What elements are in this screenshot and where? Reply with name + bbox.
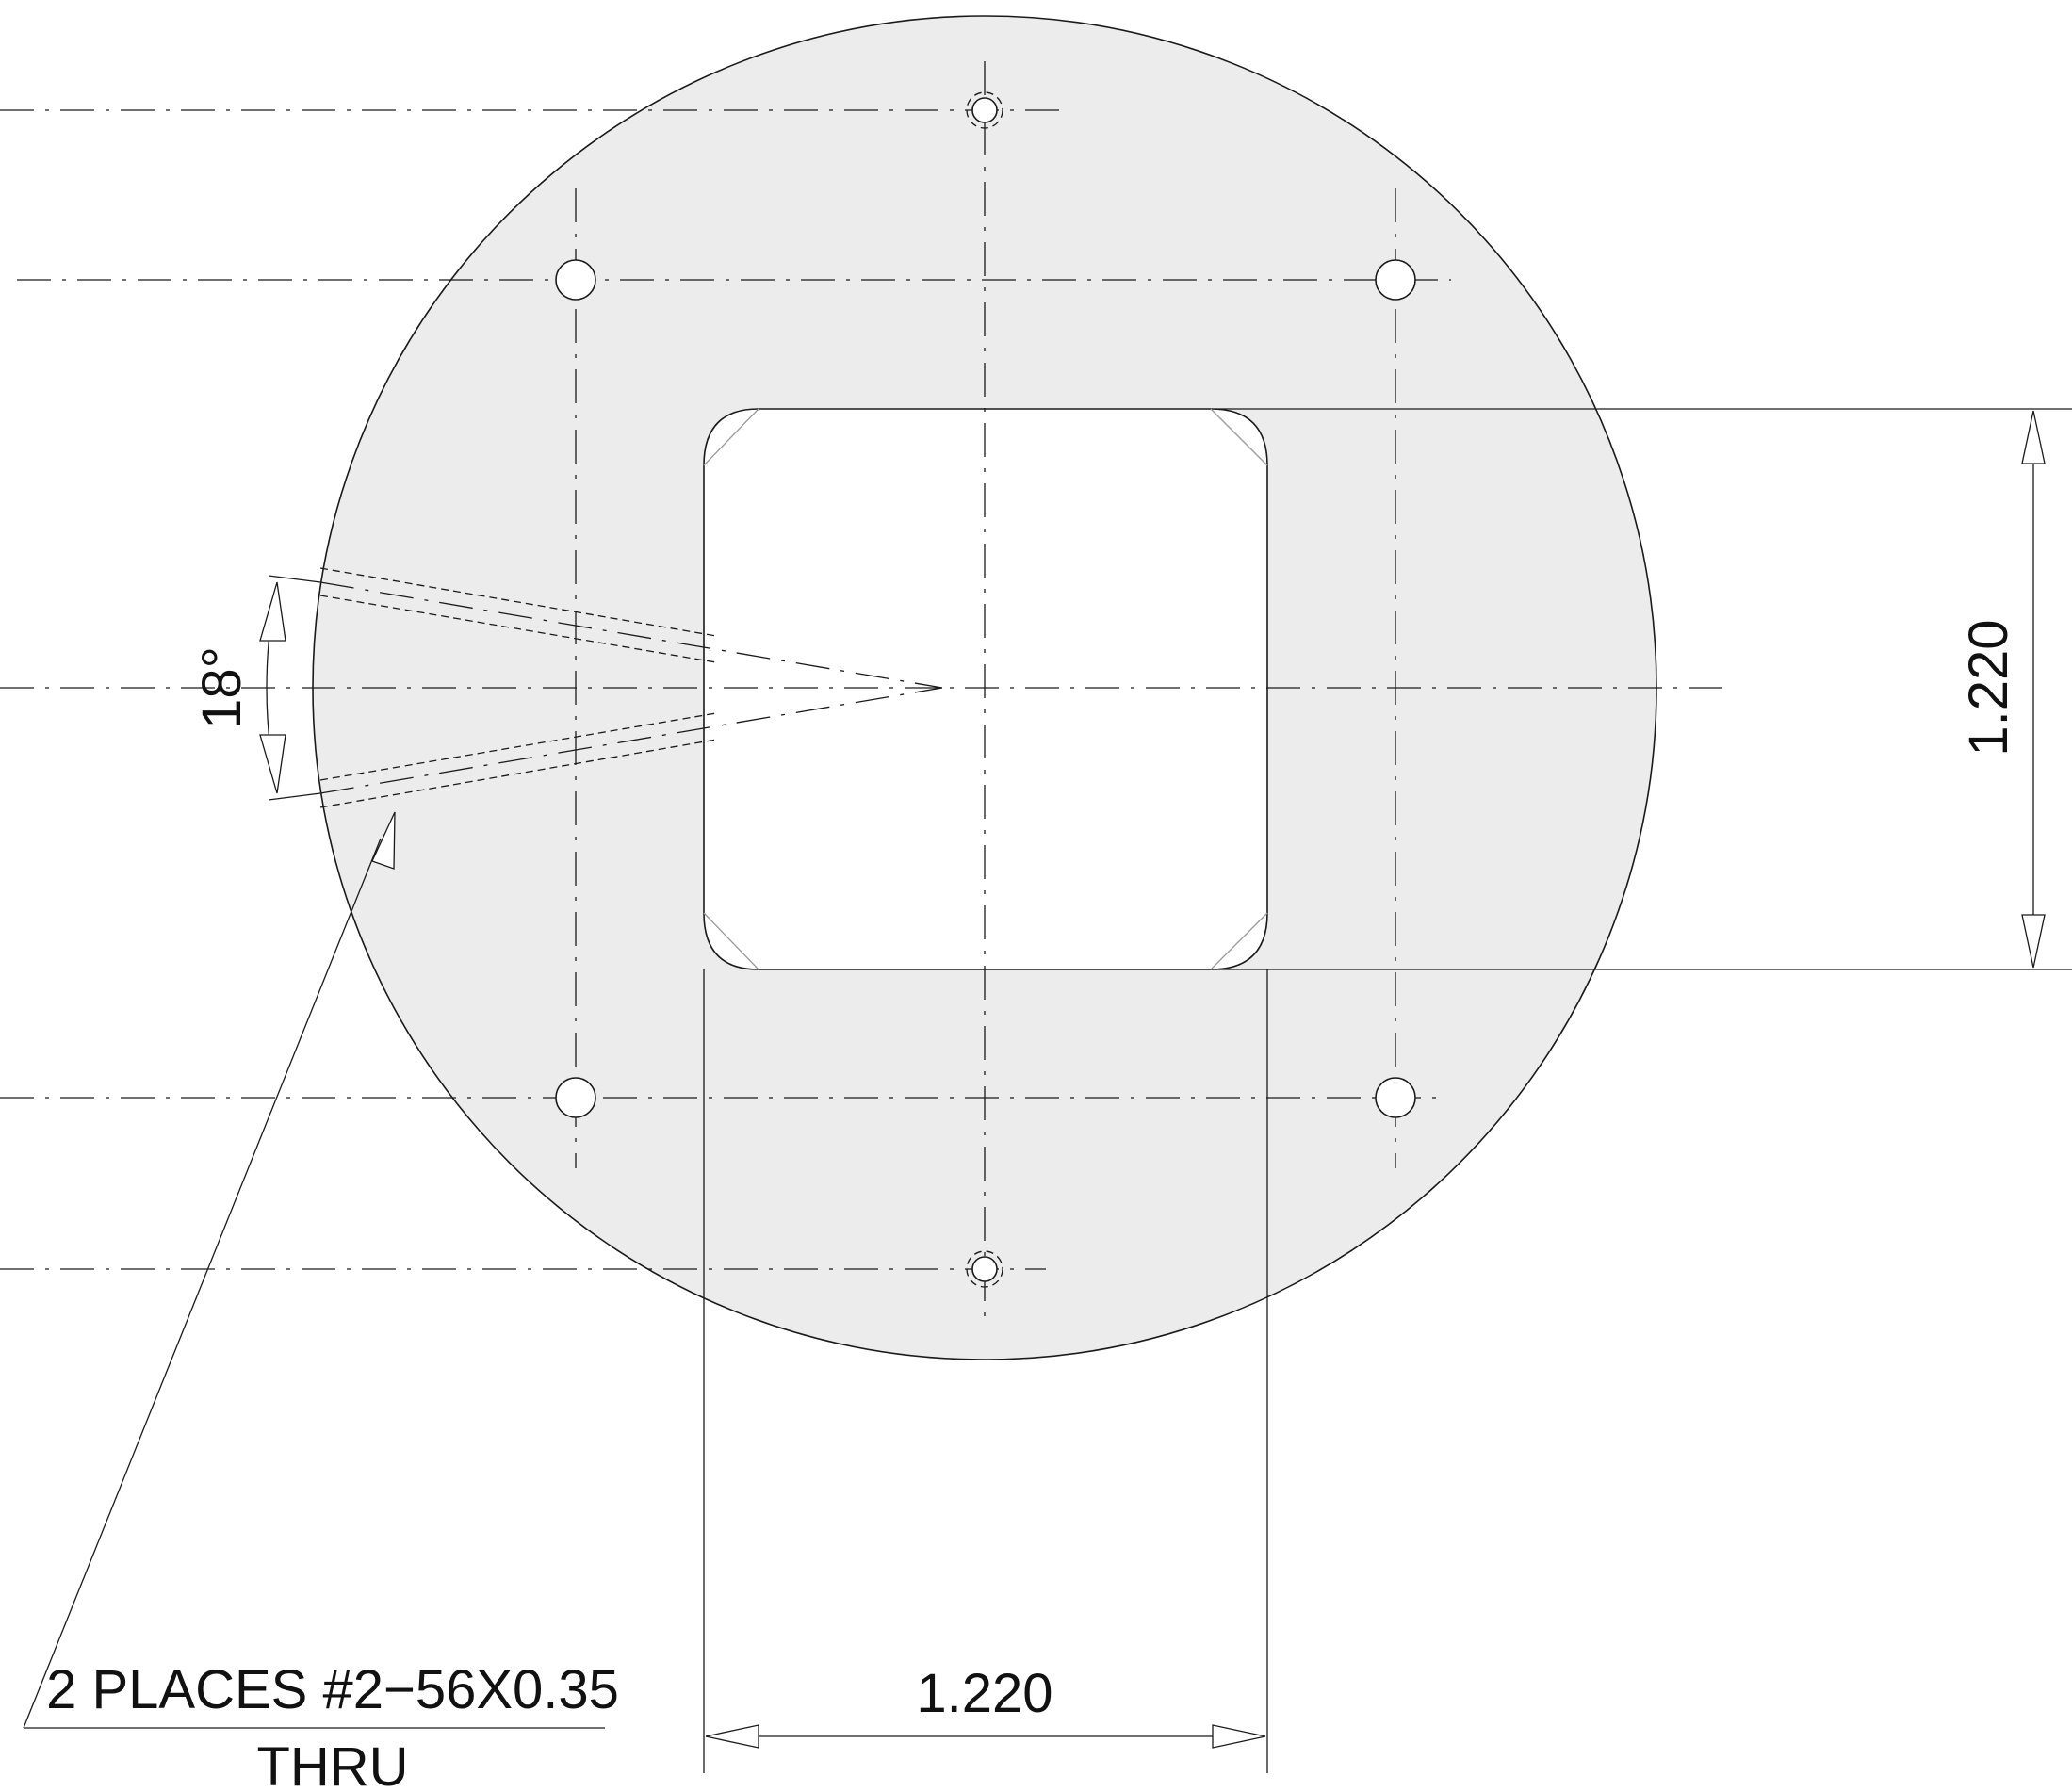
mounting-holes [555,259,1416,1118]
mounting-hole-top-right [1375,259,1416,301]
mounting-hole-bottom-right [1375,1077,1416,1118]
callout-text-line2: THRU [256,1736,408,1792]
square-cutout [703,408,1268,970]
tapped-hole-bottom [966,1250,1003,1288]
corner-relief-lines [703,408,1268,970]
horizontal-dimension-label: 1.220 [916,1663,1052,1724]
angle-dimension-label: 18° [191,646,253,729]
tapped-hole-top [966,91,1003,129]
callout-text-line1: 2 PLACES #2−56X0.35 [46,1659,619,1720]
vertical-dimension: 1.220 [1215,408,2072,970]
angled-tapped-holes-hidden-lines [319,567,717,808]
angle-dimension: 18° [191,575,321,801]
callout-leader [23,811,605,1729]
vertical-dimension-label: 1.220 [1958,619,2019,756]
mounting-hole-bottom-left [555,1077,596,1118]
centerlines [0,61,1724,1319]
mounting-hole-top-left [555,259,596,301]
horizontal-dimension: 1.220 [703,969,1268,1773]
